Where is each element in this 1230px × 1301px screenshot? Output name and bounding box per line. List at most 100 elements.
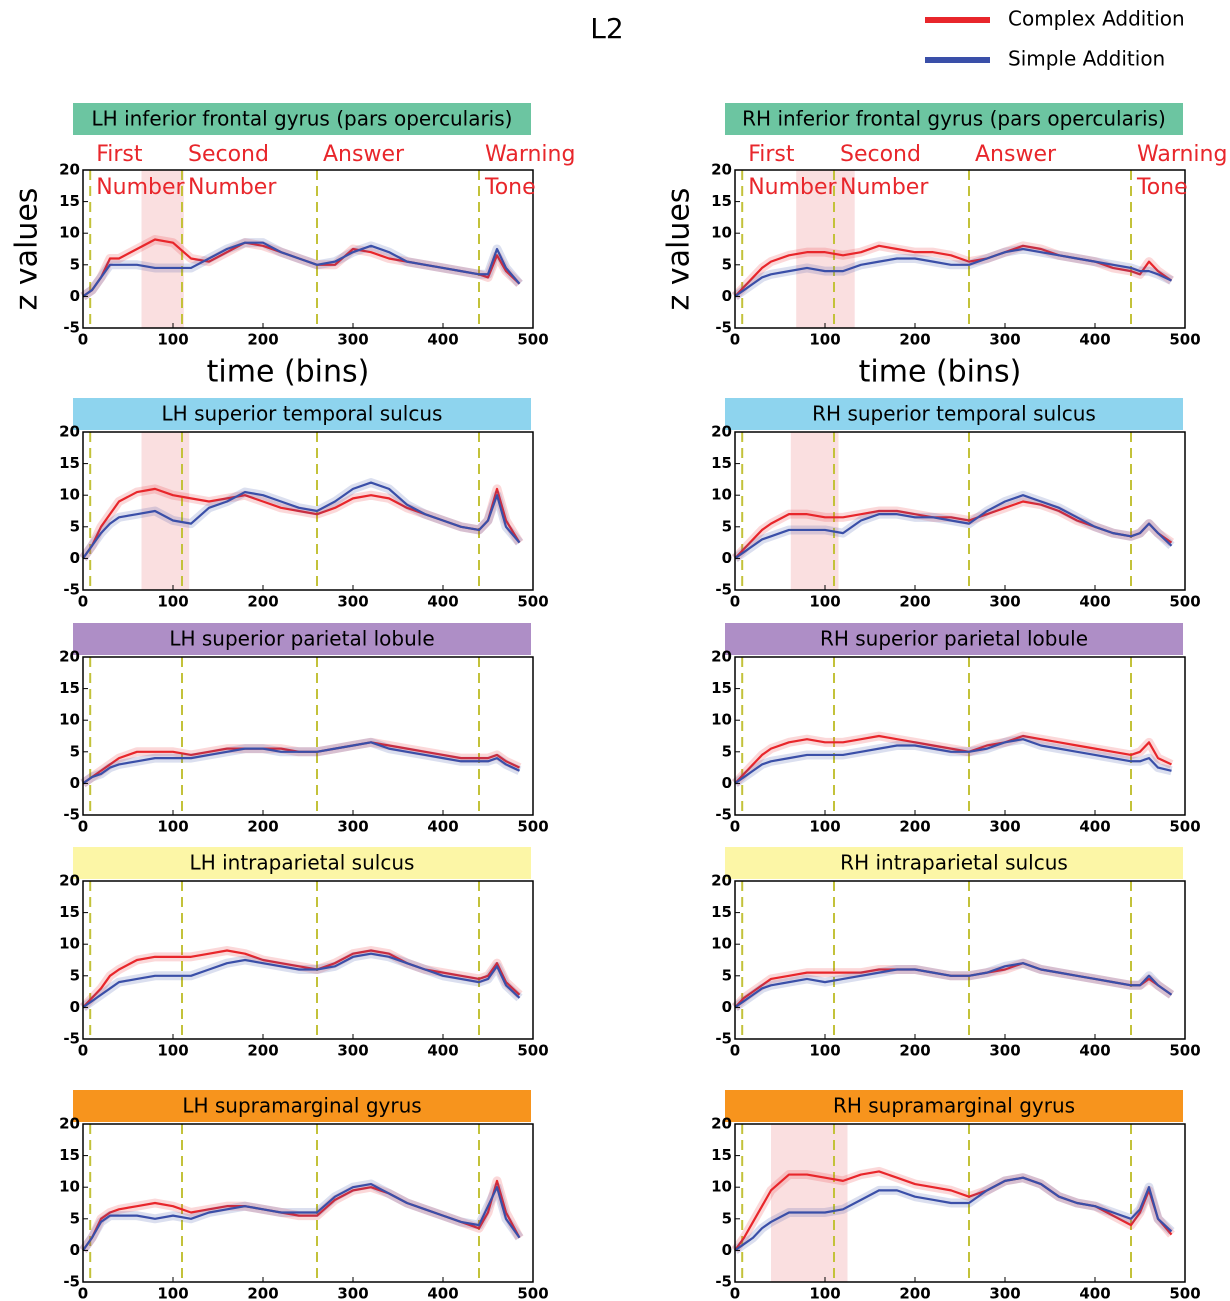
- plot-frame: [734, 1123, 1186, 1283]
- series-line: [734, 962, 1173, 1009]
- plot-frame: [734, 656, 1186, 816]
- significance-region: [771, 1124, 848, 1282]
- y-tick-label: 10: [711, 224, 732, 242]
- series-line: [82, 241, 521, 298]
- x-tick-label: 400: [427, 1285, 458, 1301]
- y-tick-label: 0: [722, 287, 732, 305]
- x-tick-label: 500: [517, 331, 548, 349]
- y-tick-label: 20: [59, 161, 80, 179]
- plot-frame: [734, 431, 1186, 591]
- x-tick-label: 0: [730, 1042, 740, 1060]
- panel-title-bar: [725, 1090, 1183, 1122]
- panel-title: RH superior parietal lobule: [820, 627, 1088, 651]
- plot-frame: [82, 169, 534, 329]
- y-tick-label: -5: [715, 319, 732, 337]
- x-tick-label: 100: [157, 1285, 188, 1301]
- x-tick-label: 100: [157, 818, 188, 836]
- y-tick-label: -5: [715, 806, 732, 824]
- x-tick-label: 200: [899, 1285, 930, 1301]
- y-tick-label: -5: [63, 806, 80, 824]
- series-line: [734, 1170, 1173, 1252]
- y-tick-label: 10: [59, 224, 80, 242]
- y-tick-label: 5: [722, 255, 732, 273]
- x-tick-label: 300: [337, 1285, 368, 1301]
- x-axis-label: time (bins): [859, 355, 1022, 390]
- plot-frame: [82, 880, 534, 1040]
- y-tick-label: 5: [722, 517, 732, 535]
- y-tick-label: -5: [63, 1273, 80, 1291]
- x-tick-label: 500: [517, 1042, 548, 1060]
- y-tick-label: -5: [715, 581, 732, 599]
- panel-title: RH inferior frontal gyrus (pars opercula…: [742, 107, 1166, 131]
- panel-title-bar: [73, 623, 531, 655]
- y-tick-label: 15: [711, 192, 732, 210]
- y-tick-label: 0: [70, 998, 80, 1016]
- y-tick-label: -5: [715, 1030, 732, 1048]
- x-tick-label: 100: [157, 1042, 188, 1060]
- y-tick-label: 10: [711, 935, 732, 953]
- x-tick-label: 300: [989, 1042, 1020, 1060]
- plot-frame: [82, 431, 534, 591]
- panel-title-bar: [73, 847, 531, 879]
- x-tick-label: 500: [517, 1285, 548, 1301]
- y-tick-label: 0: [70, 1241, 80, 1259]
- y-tick-label: 20: [711, 423, 732, 441]
- series-line: [82, 1182, 521, 1252]
- panel-title-bar: [725, 623, 1183, 655]
- event-label: Number: [748, 175, 837, 200]
- y-tick-label: -5: [63, 1030, 80, 1048]
- significance-region: [790, 432, 839, 590]
- x-tick-label: 100: [809, 1042, 840, 1060]
- y-tick-label: -5: [63, 319, 80, 337]
- y-tick-label: 5: [70, 966, 80, 984]
- panel-title: LH superior parietal lobule: [169, 627, 434, 651]
- x-tick-label: 300: [337, 818, 368, 836]
- x-tick-label: 300: [989, 1285, 1020, 1301]
- x-tick-label: 500: [517, 593, 548, 611]
- x-tick-label: 500: [1169, 1285, 1200, 1301]
- event-label: Answer: [323, 142, 405, 167]
- y-tick-label: 5: [722, 742, 732, 760]
- event-label: First: [748, 142, 795, 167]
- x-tick-label: 500: [1169, 1042, 1200, 1060]
- y-tick-label: 20: [59, 423, 80, 441]
- y-tick-label: 5: [70, 255, 80, 273]
- plot-frame: [734, 169, 1186, 329]
- event-label: First: [96, 142, 143, 167]
- y-tick-label: 20: [711, 872, 732, 890]
- y-tick-label: 5: [70, 1209, 80, 1227]
- x-tick-label: 0: [78, 331, 88, 349]
- x-tick-label: 400: [1079, 818, 1110, 836]
- y-tick-label: 5: [70, 517, 80, 535]
- x-tick-label: 500: [1169, 593, 1200, 611]
- panel-title: LH superior temporal sulcus: [162, 402, 443, 426]
- x-tick-label: 200: [899, 1042, 930, 1060]
- series-line: [734, 244, 1173, 298]
- y-tick-label: 10: [59, 935, 80, 953]
- y-tick-label: 15: [711, 454, 732, 472]
- x-tick-label: 100: [809, 593, 840, 611]
- y-tick-label: 15: [59, 679, 80, 697]
- series-line: [82, 952, 521, 1009]
- x-tick-label: 200: [899, 331, 930, 349]
- y-tick-label: 5: [722, 966, 732, 984]
- x-tick-label: 300: [337, 593, 368, 611]
- x-tick-label: 300: [989, 331, 1020, 349]
- y-tick-label: 10: [59, 1178, 80, 1196]
- x-tick-label: 300: [989, 818, 1020, 836]
- y-tick-label: 10: [711, 486, 732, 504]
- significance-region: [796, 170, 855, 328]
- y-tick-label: 20: [59, 872, 80, 890]
- y-tick-label: 0: [722, 998, 732, 1016]
- y-tick-label: 15: [711, 1146, 732, 1164]
- plot-frame: [734, 880, 1186, 1040]
- panel-title-bar: [73, 103, 531, 135]
- y-tick-label: 0: [70, 287, 80, 305]
- panel-title-bar: [73, 398, 531, 430]
- panel-title: RH superior temporal sulcus: [812, 402, 1096, 426]
- plot-frame: [82, 656, 534, 816]
- x-tick-label: 0: [78, 1285, 88, 1301]
